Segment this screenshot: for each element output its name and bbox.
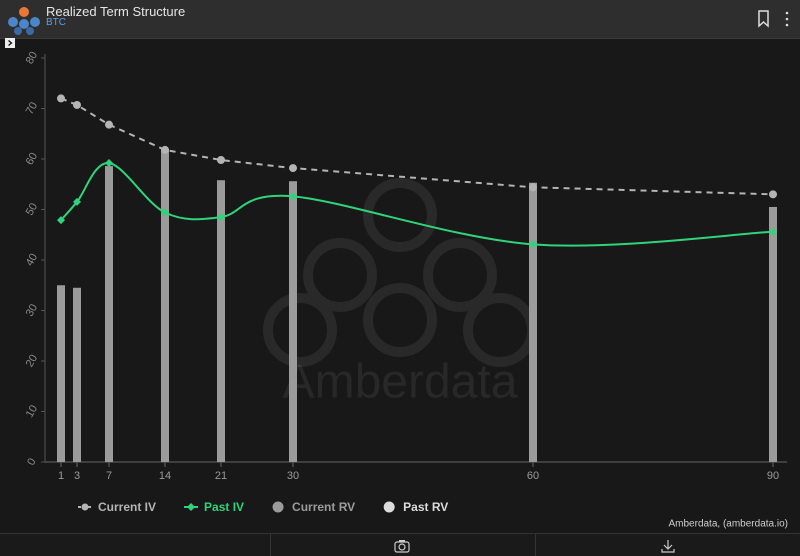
point xyxy=(161,208,169,217)
x-tick-label: 90 xyxy=(767,470,779,482)
legend-label: Current RV xyxy=(292,500,355,514)
y-tick-label: 20 xyxy=(24,353,41,370)
point xyxy=(217,213,225,222)
title: Realized Term Structure xyxy=(46,4,186,19)
legend-item[interactable]: Past IV xyxy=(184,500,244,514)
screenshot-button[interactable] xyxy=(394,539,410,553)
x-tick-label: 7 xyxy=(106,470,112,482)
point xyxy=(769,190,777,199)
point xyxy=(217,156,225,165)
point xyxy=(289,192,297,201)
x-tick-label: 1 xyxy=(58,470,64,482)
point xyxy=(161,145,169,154)
point xyxy=(769,227,777,236)
y-tick-label: 0 xyxy=(25,456,38,467)
y-tick-label: 80 xyxy=(24,50,41,67)
point xyxy=(57,94,65,103)
y-tick-label: 40 xyxy=(24,252,41,269)
legend-label: Past IV xyxy=(204,500,244,514)
toolbar xyxy=(0,533,800,556)
y-tick-label: 70 xyxy=(24,100,41,117)
legend-marker xyxy=(187,503,196,511)
y-tick-label: 60 xyxy=(24,151,41,168)
bar xyxy=(769,206,777,462)
x-tick-label: 3 xyxy=(74,470,80,482)
legend-label: Past RV xyxy=(403,500,448,514)
bar xyxy=(529,182,537,463)
download-button[interactable] xyxy=(660,539,676,553)
legend-item[interactable]: Current IV xyxy=(78,500,156,514)
chart: Amberdata Amberdata, (amberdata.io) 0 10 2… xyxy=(5,38,788,530)
credit: Amberdata, (amberdata.io) xyxy=(668,519,788,530)
x-tick-label: 21 xyxy=(215,470,227,482)
line xyxy=(60,97,774,196)
bar xyxy=(289,181,297,462)
watermark-logo xyxy=(263,178,537,367)
legend-item[interactable]: Current RV xyxy=(272,500,356,514)
point xyxy=(105,159,113,168)
legend-label: Current IV xyxy=(98,500,156,514)
legend: Current IV Past IV Current RV Past RV xyxy=(78,500,448,514)
point xyxy=(289,164,297,173)
header: Realized Term Structure BTC xyxy=(0,0,800,39)
point xyxy=(529,240,537,249)
logo xyxy=(8,7,40,35)
bar xyxy=(105,166,113,462)
point xyxy=(105,120,113,129)
header-icons[interactable] xyxy=(755,9,795,29)
legend-marker xyxy=(383,501,395,513)
bar xyxy=(57,285,65,462)
x-tick-label: 30 xyxy=(287,470,299,482)
expand-button[interactable] xyxy=(5,38,15,48)
bar xyxy=(73,287,81,462)
point xyxy=(73,197,81,206)
x-tick-label: 14 xyxy=(159,470,171,482)
point xyxy=(529,183,537,192)
y-tick-label: 50 xyxy=(24,201,41,218)
legend-marker xyxy=(272,501,284,513)
x-tick-label: 60 xyxy=(527,470,539,482)
bar xyxy=(161,148,169,462)
legend-marker xyxy=(81,503,89,511)
legend-item[interactable]: Past RV xyxy=(383,500,449,514)
point xyxy=(73,100,81,109)
y-tick-label: 10 xyxy=(24,403,41,420)
subtitle: BTC xyxy=(46,17,66,28)
bar xyxy=(217,180,225,462)
point xyxy=(57,216,65,225)
watermark: Amberdata xyxy=(283,356,518,409)
line xyxy=(60,162,774,247)
y-tick-label: 30 xyxy=(24,302,41,319)
